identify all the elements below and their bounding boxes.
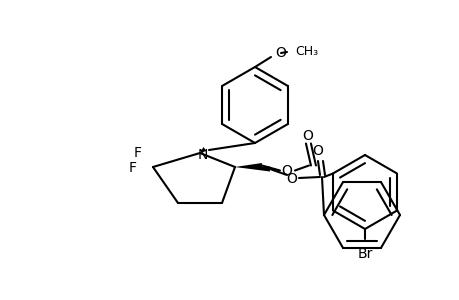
Text: O: O (312, 144, 323, 158)
Polygon shape (235, 163, 262, 168)
Text: O: O (281, 164, 292, 178)
Text: F: F (134, 146, 142, 160)
Text: CH₃: CH₃ (294, 44, 318, 58)
Text: O: O (274, 46, 285, 60)
Polygon shape (200, 147, 206, 153)
Text: F: F (129, 161, 137, 175)
Text: Br: Br (357, 247, 372, 261)
Text: N: N (197, 148, 208, 162)
Text: O: O (286, 172, 297, 186)
Polygon shape (235, 167, 269, 172)
Text: O: O (302, 128, 313, 142)
